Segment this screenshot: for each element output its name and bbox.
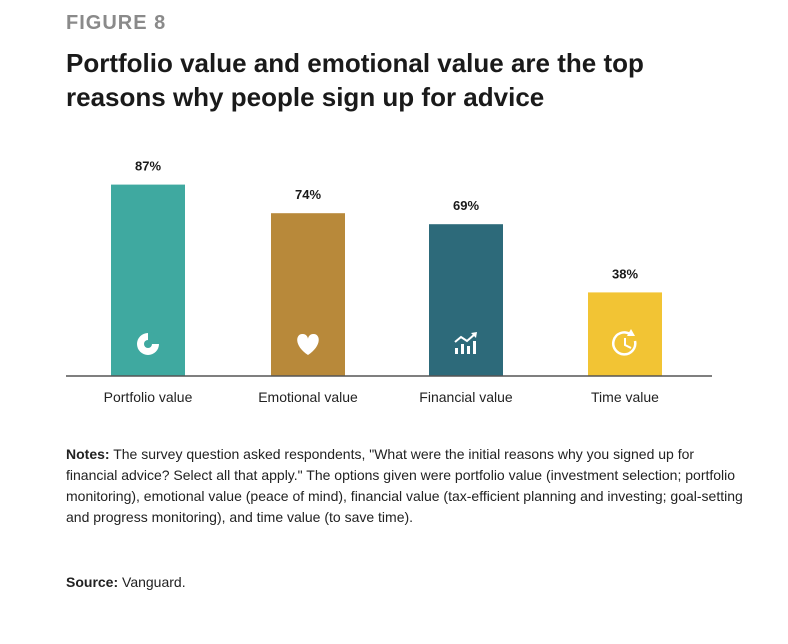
clock-arrow (627, 329, 635, 336)
growth-bar (455, 348, 458, 354)
growth-arrow (471, 332, 477, 338)
figure-label: FIGURE 8 (66, 12, 167, 34)
bar-chart: 87% Portfolio value 74% Emotional value 69% F… (66, 159, 712, 405)
bar-4 (588, 292, 662, 376)
heart-shape (297, 333, 319, 355)
data-label: 69% (453, 198, 479, 213)
growth-bar (461, 344, 464, 354)
heart-icon (297, 333, 319, 355)
pie-chart-icon (137, 332, 160, 355)
chart-title: Portfolio value and emotional value are … (66, 48, 644, 112)
growth-bar (467, 346, 470, 354)
pie-slice (148, 332, 160, 344)
category-label: Financial value (419, 389, 513, 405)
notes-label: Notes: (66, 446, 110, 462)
growth-line (454, 333, 476, 343)
notes: Notes: The survey question asked respond… (66, 444, 746, 528)
source-text: Vanguard. (122, 574, 186, 590)
data-label: 74% (295, 187, 321, 202)
clock-arc (612, 331, 637, 356)
data-label: 87% (135, 159, 161, 174)
clock-hands (624, 338, 632, 349)
source: Source: Vanguard. (66, 574, 186, 590)
category-label: Portfolio value (104, 389, 193, 405)
source-label: Source: (66, 574, 119, 590)
clock-icon (612, 329, 637, 356)
growth-chart-icon (454, 332, 477, 354)
notes-text: The survey question asked respondents, "… (66, 446, 743, 525)
category-label: Emotional value (258, 389, 358, 405)
bar-3 (429, 224, 503, 376)
category-label: Time value (591, 389, 659, 405)
growth-bar (473, 341, 476, 354)
data-label: 38% (612, 266, 638, 281)
